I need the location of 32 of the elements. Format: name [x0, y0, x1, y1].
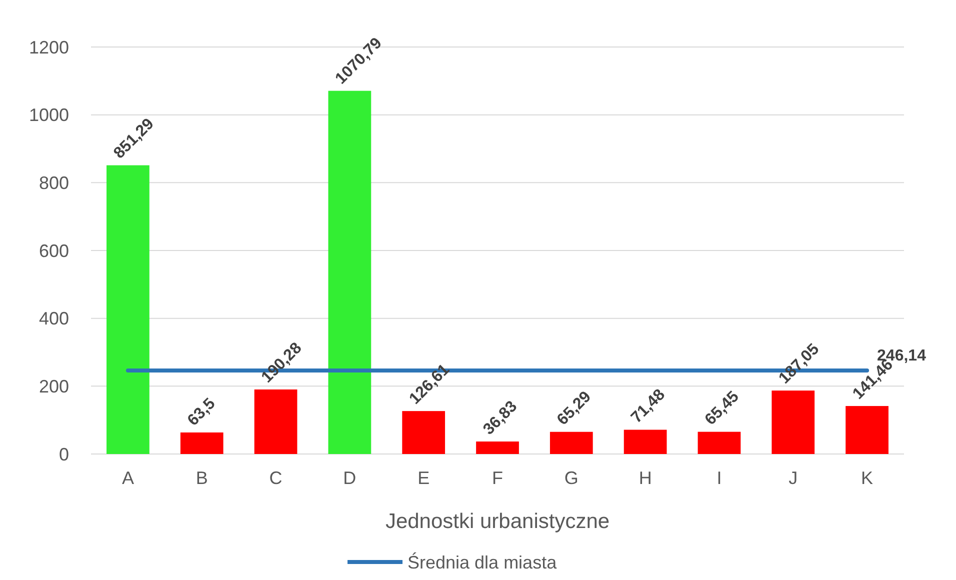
- bar: [624, 430, 667, 454]
- y-tick-label: 400: [38, 308, 69, 329]
- y-tick-label: 800: [38, 172, 69, 193]
- data-label: 63,5: [184, 395, 219, 430]
- bar: [476, 442, 519, 454]
- x-tick-label: I: [716, 468, 722, 488]
- x-tick-label: B: [196, 468, 208, 488]
- bar: [180, 432, 224, 454]
- x-tick-label: G: [564, 468, 578, 488]
- bar: [106, 165, 150, 454]
- legend-label: Średnia dla miasta: [408, 551, 558, 572]
- x-tick-label: E: [418, 468, 430, 488]
- y-tick-label: 1000: [28, 105, 69, 126]
- x-tick-label: A: [122, 468, 134, 488]
- bar: [402, 411, 446, 454]
- y-tick-label: 200: [38, 376, 69, 396]
- x-tick-label: F: [492, 468, 503, 488]
- bar: [846, 406, 888, 454]
- x-axis-title: Jednostki urbanistyczne: [385, 510, 610, 533]
- x-tick-label: H: [638, 468, 652, 488]
- bar: [772, 390, 815, 454]
- bar: [328, 90, 372, 454]
- x-tick-label: J: [788, 468, 798, 488]
- x-tick-label: C: [269, 468, 282, 488]
- bar: [550, 432, 593, 454]
- bar: [698, 432, 741, 454]
- x-tick-label: K: [861, 468, 874, 488]
- x-tick-label: D: [343, 468, 356, 488]
- bar: [254, 389, 298, 454]
- y-tick-label: 600: [38, 240, 69, 261]
- y-tick-label: 0: [58, 444, 69, 464]
- y-tick-label: 1200: [28, 37, 69, 58]
